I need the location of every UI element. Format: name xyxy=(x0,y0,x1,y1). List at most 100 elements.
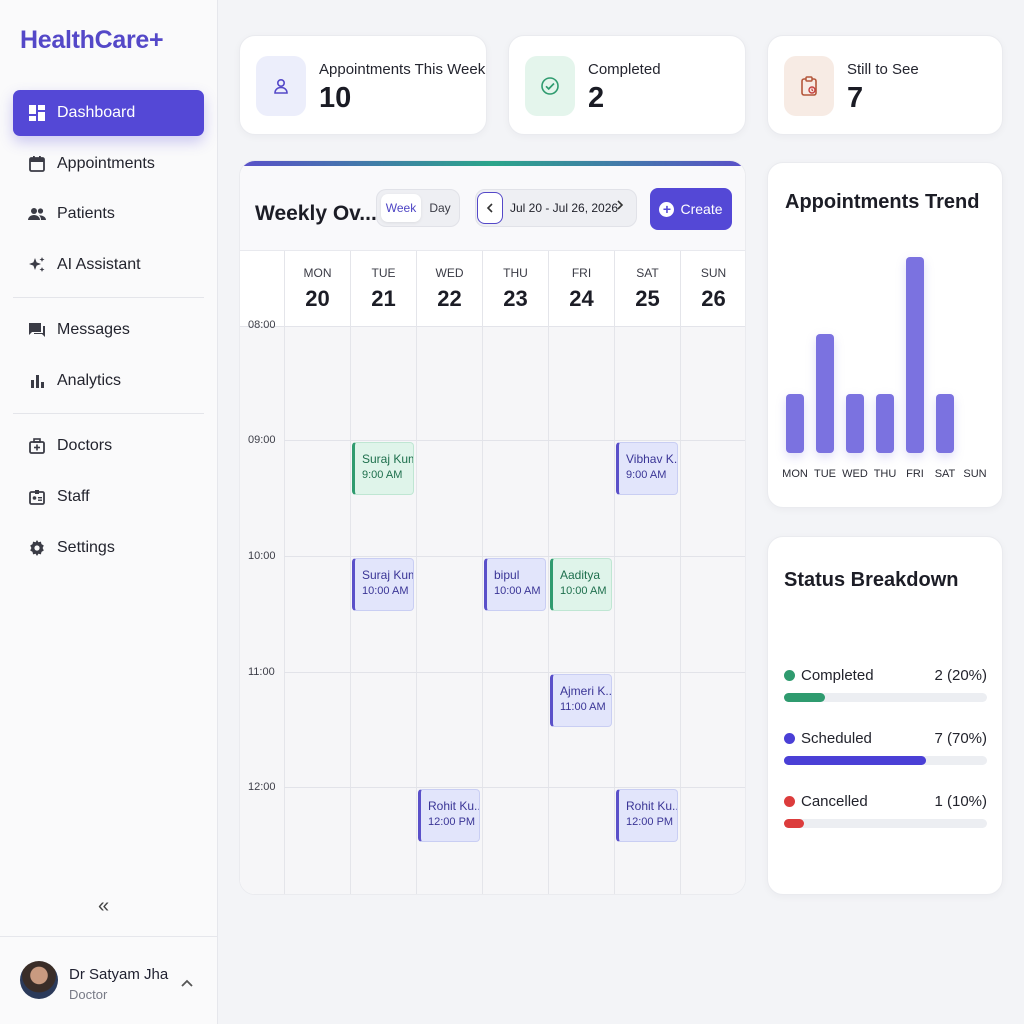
user-icon xyxy=(256,56,306,116)
calendar-icon xyxy=(27,154,47,174)
appointment-event[interactable]: Aaditya 10:00 AM xyxy=(550,558,612,611)
appointment-event[interactable]: Rohit Ku... 12:00 PM xyxy=(616,789,678,842)
sidebar-item-label: AI Assistant xyxy=(57,256,141,273)
status-progress-fill xyxy=(784,693,825,702)
grid-line xyxy=(482,251,483,894)
create-button[interactable]: + Create xyxy=(650,188,732,230)
time-label: 09:00 xyxy=(248,434,276,446)
collapse-sidebar-button[interactable]: « xyxy=(98,895,110,917)
view-day-button[interactable]: Day xyxy=(429,201,451,215)
status-dot xyxy=(784,670,795,681)
appointment-event[interactable]: Suraj Kum... 10:00 AM xyxy=(352,558,414,611)
day-number: 22 xyxy=(437,286,462,311)
date-range-picker: Jul 20 - Jul 26, 2026 xyxy=(475,189,637,227)
sidebar-item-staff[interactable]: Staff xyxy=(13,474,204,520)
sidebar-item-dashboard[interactable]: Dashboard xyxy=(13,90,204,136)
grid-line xyxy=(284,556,745,557)
chevron-up-icon[interactable] xyxy=(180,975,194,993)
grid-line xyxy=(350,251,351,894)
status-progress-track xyxy=(784,819,987,828)
stat-label: Completed xyxy=(588,61,661,78)
sparkle-icon xyxy=(27,255,47,275)
trend-tick-label: WED xyxy=(842,468,868,480)
plus-icon: + xyxy=(659,201,675,217)
appointment-event[interactable]: bipul 10:00 AM xyxy=(484,558,546,611)
sidebar-item-messages[interactable]: Messages xyxy=(13,307,204,353)
grid-line xyxy=(284,672,745,673)
day-name: SAT xyxy=(636,266,659,280)
chevron-right-icon[interactable] xyxy=(616,199,624,213)
sidebar-item-label: Appointments xyxy=(57,155,155,172)
day-number: 24 xyxy=(569,286,594,311)
gear-icon xyxy=(27,538,47,558)
appointment-event[interactable]: Rohit Ku... 12:00 PM xyxy=(418,789,480,842)
day-name: MON xyxy=(303,266,332,280)
stat-value: 7 xyxy=(847,82,864,114)
event-patient-name: Rohit Ku... xyxy=(626,799,678,813)
sidebar-item-label: Messages xyxy=(57,321,130,338)
people-icon xyxy=(27,204,47,224)
sidebar-item-settings[interactable]: Settings xyxy=(13,525,204,571)
status-name: Completed xyxy=(801,667,874,684)
event-time: 10:00 AM xyxy=(362,585,409,597)
day-name: FRI xyxy=(571,266,592,280)
status-name: Scheduled xyxy=(801,730,872,747)
day-name: WED xyxy=(435,266,464,280)
appointment-event[interactable]: Suraj Kum... 9:00 AM xyxy=(352,442,414,495)
sidebar-item-doctors[interactable]: Doctors xyxy=(13,423,204,469)
brand-logo[interactable]: HealthCare+ xyxy=(20,26,164,54)
status-title: Status Breakdown xyxy=(784,569,959,591)
trend-bar xyxy=(906,257,924,453)
time-label: 12:00 xyxy=(248,781,276,793)
sidebar-item-ai-assistant[interactable]: AI Assistant xyxy=(13,242,204,288)
user-role: Doctor xyxy=(69,987,108,1002)
event-time: 12:00 PM xyxy=(428,816,476,828)
day-header: MON 20 xyxy=(284,251,350,326)
trend-tick-label: SUN xyxy=(963,468,987,480)
appointment-event[interactable]: Vibhav K... 9:00 AM xyxy=(616,442,678,495)
check-circle-icon xyxy=(525,56,575,116)
stat-value: 10 xyxy=(319,82,352,114)
day-header: SUN 26 xyxy=(680,251,745,326)
status-breakdown-card: Status Breakdown Completed 2 (20%) Sched… xyxy=(767,536,1003,895)
day-number: 21 xyxy=(371,286,396,311)
status-value: 7 (70%) xyxy=(934,730,987,747)
appointments-trend-card: Appointments Trend MON TUE WED THU FRI SAT SUN xyxy=(767,162,1003,508)
view-week-button[interactable]: Week xyxy=(381,194,421,222)
status-value: 1 (10%) xyxy=(934,793,987,810)
sidebar-item-label: Analytics xyxy=(57,372,122,389)
stat-card-appointments: Appointments This Week 10 xyxy=(239,35,487,135)
appointment-event[interactable]: Ajmeri K... 11:00 AM xyxy=(550,674,612,727)
avatar xyxy=(20,961,58,999)
day-header: WED 22 xyxy=(416,251,482,326)
sidebar-item-appointments[interactable]: Appointments xyxy=(13,141,204,187)
day-name: THU xyxy=(503,266,528,280)
sidebar-item-analytics[interactable]: Analytics xyxy=(13,358,204,404)
user-profile[interactable]: Dr Satyam Jha Doctor xyxy=(0,936,218,1024)
status-name: Cancelled xyxy=(801,793,868,810)
day-header: FRI 24 xyxy=(548,251,614,326)
chevron-left-icon[interactable] xyxy=(477,192,503,224)
day-number: 25 xyxy=(635,286,660,311)
day-header: SAT 25 xyxy=(614,251,680,326)
trend-tick-label: FRI xyxy=(906,468,924,480)
sidebar-divider xyxy=(13,297,204,298)
user-name: Dr Satyam Jha xyxy=(69,966,169,983)
trend-bar xyxy=(846,393,864,453)
day-name: TUE xyxy=(371,266,396,280)
event-patient-name: Suraj Kum... xyxy=(362,568,413,582)
grid-line xyxy=(284,787,745,788)
chat-icon xyxy=(27,320,47,340)
grid-line xyxy=(680,251,681,894)
calendar-accent-bar xyxy=(240,161,745,166)
event-patient-name: Rohit Ku... xyxy=(428,799,480,813)
sidebar-item-patients[interactable]: Patients xyxy=(13,191,204,237)
day-header: TUE 21 xyxy=(350,251,416,326)
trend-tick-label: MON xyxy=(782,468,808,480)
grid-line xyxy=(548,251,549,894)
event-time: 9:00 AM xyxy=(362,469,403,481)
event-patient-name: Suraj Kum... xyxy=(362,452,413,466)
grid-line xyxy=(284,440,745,441)
stat-card-completed: Completed 2 xyxy=(508,35,746,135)
stat-label: Appointments This Week xyxy=(319,61,486,78)
